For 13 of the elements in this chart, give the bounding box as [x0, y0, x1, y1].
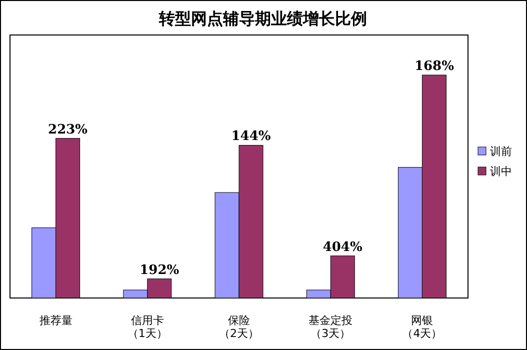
annotation: 223% [48, 122, 88, 138]
x-tick-label: 网银（4天） [402, 314, 442, 340]
chart-title: 转型网点辅导期业绩增长比例 [158, 9, 367, 28]
legend-label: 训中 [490, 165, 512, 178]
x-tick-label: 保险（2天） [219, 314, 259, 340]
annotation: 192% [140, 262, 180, 278]
annotation: 168% [414, 59, 455, 74]
legend-label: 训前 [490, 145, 512, 158]
x-tick-label: 基金定投（3天） [308, 314, 353, 340]
x-tick-label: 信用卡（1天） [127, 314, 168, 340]
annotation: 144% [231, 129, 272, 144]
x-tick-label: 推荐量 [39, 314, 72, 327]
annotation: 404% [322, 240, 363, 255]
